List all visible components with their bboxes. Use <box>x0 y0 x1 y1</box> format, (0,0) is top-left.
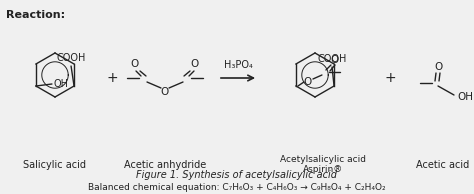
Text: +: + <box>106 71 118 85</box>
Text: Balanced chemical equation: C₇H₆O₃ + C₄H₆O₃ → C₉H₈O₄ + C₂H₄O₂: Balanced chemical equation: C₇H₆O₃ + C₄H… <box>88 183 386 191</box>
Text: Acetic acid: Acetic acid <box>416 160 470 170</box>
Text: O: O <box>435 62 443 72</box>
Text: Acetic anhydride: Acetic anhydride <box>124 160 206 170</box>
Text: O: O <box>191 59 199 69</box>
Text: Figure 1. Synthesis of acetylsalicylic acid: Figure 1. Synthesis of acetylsalicylic a… <box>137 170 337 180</box>
Text: COOH: COOH <box>56 53 86 63</box>
Text: O: O <box>304 77 312 87</box>
Text: +: + <box>384 71 396 85</box>
Text: Reaction:: Reaction: <box>6 10 65 20</box>
Text: OH: OH <box>457 92 473 102</box>
Text: O: O <box>131 59 139 69</box>
Text: H₃PO₄: H₃PO₄ <box>224 60 253 70</box>
Text: Salicylic acid: Salicylic acid <box>24 160 86 170</box>
Text: OH: OH <box>54 79 69 89</box>
Text: Acetylsalicylic acid
Aspirin®: Acetylsalicylic acid Aspirin® <box>280 155 366 174</box>
Text: O: O <box>331 55 339 65</box>
Text: O: O <box>161 87 169 97</box>
Text: COOH: COOH <box>318 54 347 64</box>
